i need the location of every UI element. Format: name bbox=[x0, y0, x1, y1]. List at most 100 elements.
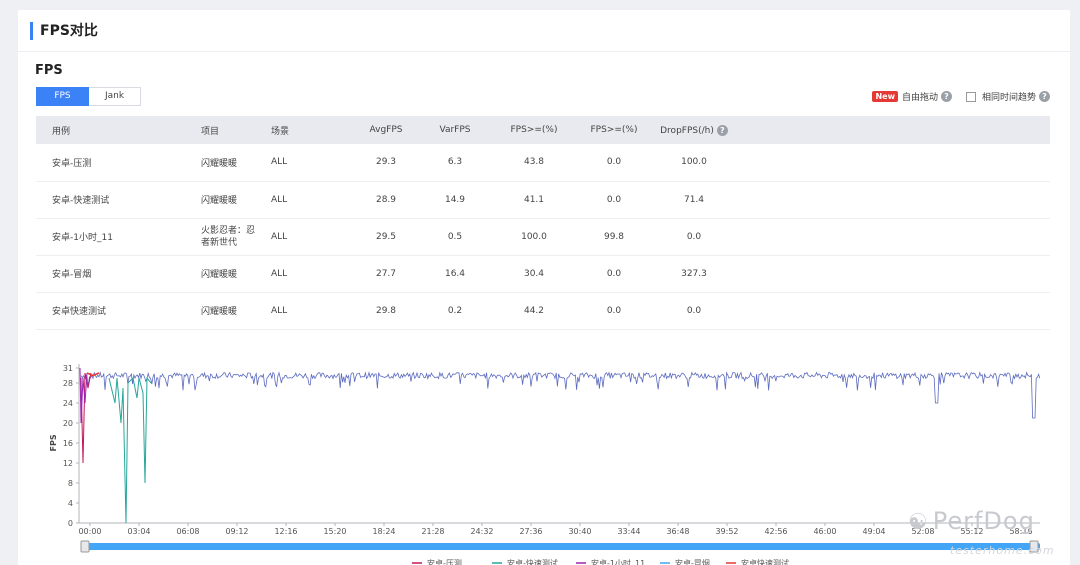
help-icon[interactable]: ? bbox=[1039, 91, 1050, 102]
table-cell: 安卓快速测试 bbox=[36, 292, 201, 330]
x-tick-label: 49:04 bbox=[862, 527, 885, 536]
x-tick-label: 15:20 bbox=[323, 527, 346, 536]
y-tick-label: 24 bbox=[63, 399, 73, 408]
table-row[interactable]: 安卓-压测 闪耀暖暖 ALL 29.3 6.3 43.8 0.0 100.0 bbox=[36, 144, 1050, 182]
table-row[interactable]: 安卓快速测试 闪耀暖暖 ALL 29.8 0.2 44.2 0.0 0.0 bbox=[36, 292, 1050, 330]
table-cell: 100.0 bbox=[654, 144, 734, 182]
table-cell: 43.8 bbox=[494, 144, 574, 182]
tab-jank[interactable]: Jank bbox=[89, 87, 141, 106]
free-drag-label[interactable]: 自由拖动 bbox=[901, 93, 938, 103]
x-tick-label: 46:00 bbox=[813, 527, 836, 536]
table-cell: 安卓-压测 bbox=[36, 144, 201, 182]
table-cell: 0.0 bbox=[654, 292, 734, 330]
table-cell: 71.4 bbox=[654, 181, 734, 219]
table-cell: 41.1 bbox=[494, 181, 574, 219]
x-tick-label: 12:16 bbox=[274, 527, 297, 536]
table-cell: 100.0 bbox=[494, 218, 574, 256]
perfdog-watermark: ☯ PerfDog bbox=[908, 507, 1035, 535]
table-cell: 0.5 bbox=[416, 218, 494, 256]
legend-item-1: 安卓-快速测试 bbox=[507, 558, 558, 565]
x-tick-label: 39:52 bbox=[715, 527, 738, 536]
table-cell: ALL bbox=[271, 255, 356, 293]
x-tick-label: 27:36 bbox=[519, 527, 542, 536]
series-line-2 bbox=[79, 367, 88, 424]
table-cell: 闪耀暖暖 bbox=[201, 255, 271, 293]
x-tick-label: 30:40 bbox=[568, 527, 591, 536]
x-tick-label: 03:04 bbox=[127, 527, 150, 536]
table-cell: 30.4 bbox=[494, 255, 574, 293]
tab-fps[interactable]: FPS bbox=[36, 87, 89, 106]
col-header-project: 项目 bbox=[201, 116, 271, 144]
legend-item-4: 安卓快速测试 bbox=[741, 558, 789, 565]
col-header-varfps: VarFPS bbox=[416, 116, 494, 144]
table-header-row: 用例 项目 场景 AvgFPS VarFPS FPS>=(%) FPS>=(%)… bbox=[36, 116, 1050, 144]
legend-item-0: 安卓-压测 bbox=[427, 558, 462, 565]
fps-table: 用例 项目 场景 AvgFPS VarFPS FPS>=(%) FPS>=(%)… bbox=[36, 116, 1050, 330]
table-cell: 0.0 bbox=[574, 292, 654, 330]
y-tick-label: 28 bbox=[63, 379, 73, 388]
col-header-case: 用例 bbox=[36, 116, 201, 144]
same-time-trend-label: 相同时间趋势 bbox=[981, 93, 1036, 103]
x-tick-label: 00:00 bbox=[78, 527, 101, 536]
y-axis-label: FPS bbox=[49, 434, 58, 451]
zoom-slider-handle-right bbox=[1029, 540, 1039, 553]
y-tick-label: 12 bbox=[63, 459, 73, 468]
table-cell: 29.3 bbox=[356, 144, 416, 182]
x-tick-label: 33:44 bbox=[617, 527, 640, 536]
table-cell: 29.8 bbox=[356, 292, 416, 330]
fps-compare-card: FPS对比 FPS FPS Jank New 自由拖动 ? 相同时间趋势 ? 用… bbox=[18, 10, 1070, 565]
series-line-4 bbox=[86, 372, 100, 377]
tab-bar: FPS Jank bbox=[36, 87, 141, 106]
table-cell: 安卓-快速测试 bbox=[36, 181, 201, 219]
divider bbox=[18, 51, 1070, 52]
table-cell: 0.0 bbox=[574, 255, 654, 293]
table-cell: 闪耀暖暖 bbox=[201, 292, 271, 330]
x-tick-label: 18:24 bbox=[372, 527, 395, 536]
table-body: 安卓-压测 闪耀暖暖 ALL 29.3 6.3 43.8 0.0 100.0 安卓-快速测试 闪耀… bbox=[36, 144, 1050, 330]
table-cell: 29.5 bbox=[356, 218, 416, 256]
table-cell: 27.7 bbox=[356, 255, 416, 293]
y-tick-label: 0 bbox=[68, 519, 73, 528]
fps-line-chart: 0 4 8 12 16 20 24 28 31 FPS 00:00 03:04 06:08 09:12 12… bbox=[49, 364, 1041, 565]
help-icon[interactable]: ? bbox=[716, 124, 728, 136]
zoom-slider-handle-left bbox=[80, 540, 90, 553]
y-tick-label: 31 bbox=[63, 364, 73, 373]
wechat-icon: ☯ bbox=[908, 510, 929, 535]
x-tick-label: 42:56 bbox=[764, 527, 787, 536]
series-line-0 bbox=[80, 372, 92, 464]
x-tick-label: 52:08 bbox=[911, 527, 934, 536]
table-row[interactable]: 安卓-1小时_11 火影忍者：忍者新世代 ALL 29.5 0.5 100.0 99.8 0.… bbox=[36, 218, 1050, 256]
table-cell: 16.4 bbox=[416, 255, 494, 293]
col-header-avgfps: AvgFPS bbox=[356, 116, 416, 144]
x-tick-label: 36:48 bbox=[666, 527, 689, 536]
col-header-fps-ge-1: FPS>=(%) bbox=[494, 116, 574, 144]
x-tick-label: 06:08 bbox=[176, 527, 199, 536]
site-watermark: testerhome.com bbox=[950, 544, 1055, 557]
section-title: FPS对比 bbox=[30, 22, 98, 40]
table-cell: 闪耀暖暖 bbox=[201, 181, 271, 219]
table-cell: ALL bbox=[271, 181, 356, 219]
help-icon[interactable]: ? bbox=[940, 91, 952, 102]
same-time-trend-checkbox[interactable] bbox=[965, 91, 976, 102]
x-tick-label: 21:28 bbox=[421, 527, 444, 536]
y-tick-label: 8 bbox=[68, 479, 73, 488]
col-header-dropfps: DropFPS(/h)? bbox=[654, 116, 734, 144]
legend-item-2: 安卓-1小时_11 bbox=[591, 558, 645, 565]
table-row[interactable]: 安卓-快速测试 闪耀暖暖 ALL 28.9 14.9 41.1 0.0 71.4 bbox=[36, 181, 1050, 219]
x-tick-label: 58:16 bbox=[1009, 527, 1032, 536]
table-cell: 6.3 bbox=[416, 144, 494, 182]
table-cell: 闪耀暖暖 bbox=[201, 144, 271, 182]
new-badge: New bbox=[872, 91, 898, 102]
x-tick-label: 55:12 bbox=[960, 527, 983, 536]
col-header-fps-ge-2: FPS>=(%) bbox=[574, 116, 654, 144]
col-header-scene: 场景 bbox=[271, 116, 356, 144]
table-cell: 火影忍者：忍者新世代 bbox=[201, 218, 271, 256]
table-cell: 28.9 bbox=[356, 181, 416, 219]
table-row[interactable]: 安卓-冒烟 闪耀暖暖 ALL 27.7 16.4 30.4 0.0 327.3 bbox=[36, 255, 1050, 293]
table-cell: 14.9 bbox=[416, 181, 494, 219]
series-line-main bbox=[80, 371, 1041, 419]
legend-item-3: 安卓-冒烟 bbox=[675, 558, 710, 565]
x-tick-label: 09:12 bbox=[225, 527, 248, 536]
table-cell: 0.0 bbox=[654, 218, 734, 256]
x-tick-label: 24:32 bbox=[470, 527, 493, 536]
